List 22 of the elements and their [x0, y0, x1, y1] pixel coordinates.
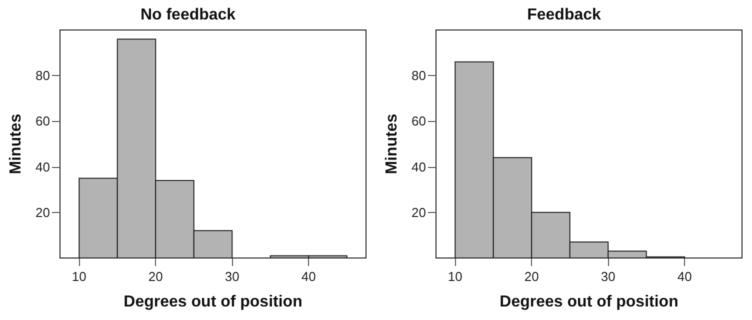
y-axis-title: Minutes: [384, 114, 400, 174]
x-tick-label: 40: [677, 269, 692, 284]
y-tick-label: 60: [36, 114, 50, 129]
x-tick-label: 20: [524, 269, 539, 284]
y-tick-label: 80: [36, 68, 50, 84]
chart-title: No feedback: [140, 6, 236, 24]
x-tick-label: 20: [148, 269, 163, 284]
x-tick-label: 30: [224, 269, 240, 284]
x-tick-label: 10: [448, 269, 462, 284]
x-axis-title: Degrees out of position: [500, 294, 678, 310]
x-tick-label: 10: [72, 269, 86, 284]
y-tick-label: 40: [412, 159, 426, 174]
chart-title: Feedback: [527, 6, 602, 24]
y-tick-label: 20: [412, 204, 426, 220]
y-tick-label: 20: [36, 204, 50, 220]
x-axis-title: Degrees out of position: [124, 294, 302, 310]
y-tick-label: 40: [36, 159, 50, 174]
y-tick-label: 60: [412, 114, 426, 129]
x-tick-label: 30: [600, 269, 616, 284]
x-tick-label: 40: [301, 269, 316, 284]
y-tick-label: 80: [412, 68, 426, 84]
y-axis-title: Minutes: [8, 114, 24, 174]
